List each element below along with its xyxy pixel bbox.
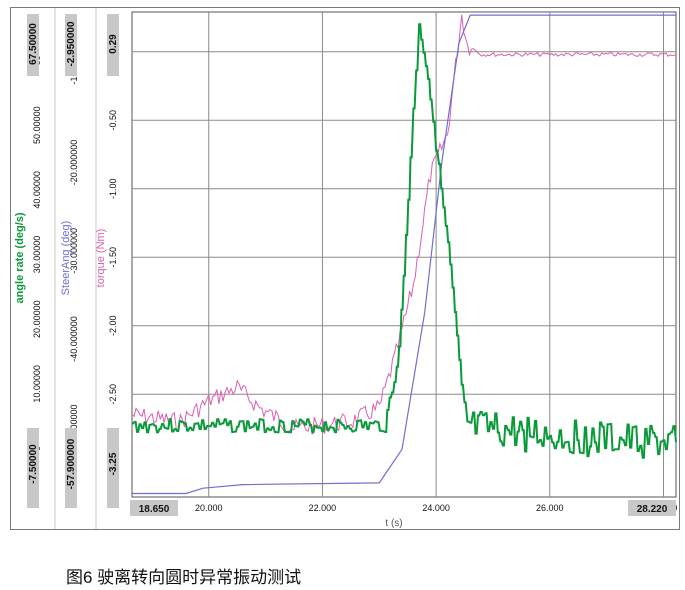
series-torque-line xyxy=(131,14,677,435)
y-tick-label-steer_angle: -40.000000 xyxy=(69,316,79,362)
y-tick-label-torque: -2.50 xyxy=(108,384,118,405)
axis-top-label-angle_rate: 67.50000 xyxy=(28,23,39,65)
axis-top-label-torque: 0.29 xyxy=(108,34,119,54)
series-steerang-line xyxy=(132,14,676,495)
x-end-box xyxy=(628,500,676,516)
axis-bottom-box-angle_rate xyxy=(27,428,39,508)
axis-bottom-box-torque xyxy=(107,428,119,508)
y-tick-label-angle_rate: 30.00000 xyxy=(32,236,42,274)
y-tick-label-steer_angle: -50.000000 xyxy=(69,404,79,450)
axis-top-box-torque xyxy=(107,14,119,76)
y-tick-label-angle_rate: 20.00000 xyxy=(32,300,42,338)
y-tick-label-torque: -0.50 xyxy=(108,110,118,131)
y-tick-label-angle_rate: 10.00000 xyxy=(32,365,42,403)
y-tick-label-angle_rate: 50.00000 xyxy=(32,106,42,144)
axis-top-box-angle_rate xyxy=(27,14,39,76)
series-angle-rate-line xyxy=(132,23,677,459)
axis-bottom-box-steer_angle xyxy=(65,428,77,508)
x-axis-title: t (s) xyxy=(385,518,402,529)
chart-svg: 6050.0000040.0000030.0000020.0000010.000… xyxy=(14,8,677,529)
x-start-box xyxy=(130,500,178,516)
plot-area xyxy=(131,11,677,498)
axis-title-torque: torque (Nm) xyxy=(95,229,107,288)
y-tick-label-steer_angle: -30.000000 xyxy=(69,228,79,274)
y-tick-label-torque: -1.00 xyxy=(108,178,118,199)
y-tick-label-torque: -2.00 xyxy=(108,315,118,336)
y-tick-label-angle_rate: 40.00000 xyxy=(32,171,42,209)
x-end-label: 28.220 xyxy=(637,504,668,515)
axis-title-steer_angle: SteerAng (deg) xyxy=(60,221,72,296)
figure-caption: 图6 驶离转向圆时异常振动测试 xyxy=(66,568,302,587)
y-tick-label-steer_angle: -20.000000 xyxy=(69,140,79,186)
axis-top-box-steer_angle xyxy=(65,14,77,76)
axis-top-label-steer_angle: -2.950000 xyxy=(66,21,77,66)
axis-title-angle_rate: angle rate (deg/s) xyxy=(14,212,26,303)
x-tick-label: 26.000 xyxy=(536,503,564,513)
axis-bottom-label-steer_angle: -57.900000 xyxy=(66,438,77,489)
x-tick-label: 24.000 xyxy=(422,503,450,513)
axis-bottom-label-angle_rate: -7.50000 xyxy=(28,444,39,484)
y-tick-label-torque: -1.50 xyxy=(108,247,118,268)
x-tick-label: 22.000 xyxy=(309,503,337,513)
x-tick-label: 20.000 xyxy=(195,503,223,513)
axis-bottom-label-torque: -3.25 xyxy=(108,452,119,475)
chart-frame: 6050.0000040.0000030.0000020.0000010.000… xyxy=(10,7,680,530)
x-start-label: 18.650 xyxy=(139,504,170,515)
